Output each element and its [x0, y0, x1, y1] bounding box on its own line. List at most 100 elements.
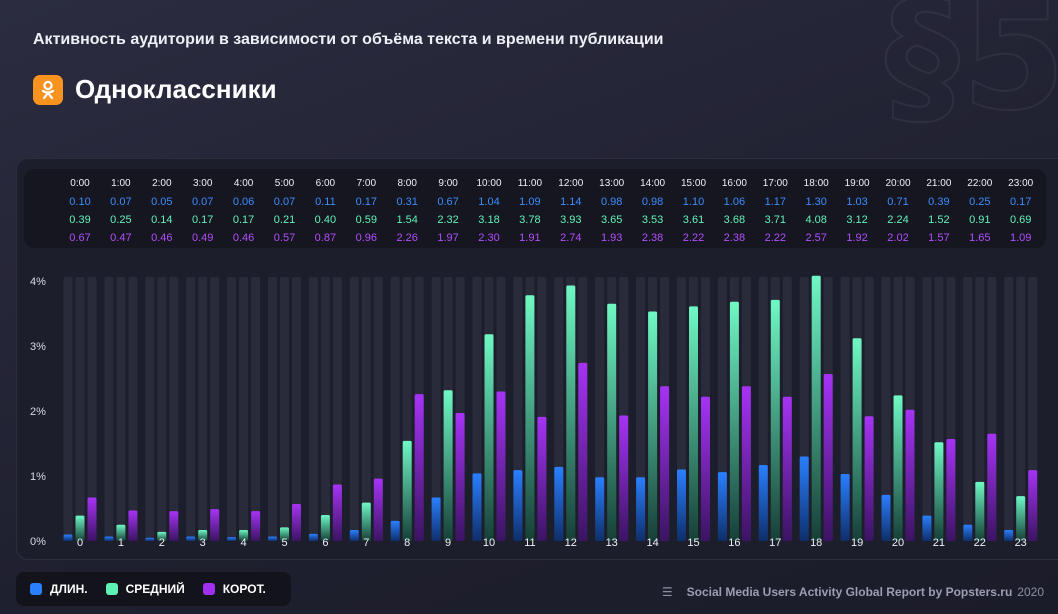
table-value-mid: 0.91 [969, 214, 991, 226]
table-value-long: 0.98 [641, 196, 664, 208]
table-value-long: 0.17 [1009, 196, 1032, 208]
y-tick-label: 2% [30, 406, 46, 418]
bar-short [619, 415, 629, 541]
table-value-mid: 3.65 [600, 214, 623, 226]
bar-track [636, 277, 646, 541]
report-footer: ☰ Social Media Users Activity Global Rep… [662, 585, 1044, 599]
legend-swatch-mid [105, 583, 118, 595]
bar-mid [484, 334, 494, 541]
y-tick-label: 1% [30, 471, 46, 483]
bar-mid [75, 515, 85, 541]
bar-long [349, 529, 359, 541]
table-value-long: 0.10 [69, 196, 91, 208]
bar-mid [975, 481, 985, 541]
table-value-long: 1.06 [723, 196, 746, 208]
table-value-mid: 0.14 [151, 214, 173, 226]
bar-long [431, 497, 441, 541]
values-table-column: 8:00 0.31 1.54 2.26 [387, 177, 427, 247]
values-table-column: 15:00 1.10 3.61 2.22 [674, 177, 714, 247]
x-tick-label: 22 [974, 537, 986, 549]
bar-short [701, 396, 710, 541]
legend-label-mid: СРЕДНИЙ [125, 582, 185, 596]
bar-long [227, 537, 237, 541]
bar-short [864, 416, 874, 541]
bar-long [799, 456, 809, 541]
table-value-long: 0.67 [437, 196, 459, 208]
chart-legend: ДЛИН. СРЕДНИЙ КОРОТ. [16, 572, 291, 606]
bar-long [513, 470, 523, 541]
table-value-short: 1.57 [928, 232, 950, 244]
bar-short [987, 433, 997, 541]
table-value-mid: 1.54 [396, 214, 418, 226]
bar-track [239, 277, 249, 541]
table-time-label: 14:00 [640, 178, 666, 189]
bar-track [390, 277, 400, 541]
bar-long [390, 520, 400, 541]
values-table-column: 3:00 0.07 0.17 0.49 [183, 177, 223, 247]
bar-track [431, 277, 441, 541]
bar-track [128, 277, 138, 541]
x-tick-label: 7 [363, 537, 369, 549]
bar-short [292, 503, 301, 541]
values-table-column: 5:00 0.07 0.21 0.57 [265, 177, 305, 247]
table-value-mid: 3.71 [764, 214, 786, 226]
bar-track [104, 277, 114, 541]
values-table-column: 11:00 1.09 3.78 1.91 [510, 177, 550, 247]
table-time-label: 8:00 [397, 178, 417, 189]
table-time-label: 11:00 [517, 178, 543, 189]
bar-short [128, 510, 138, 541]
bar-long [717, 472, 727, 541]
table-value-mid: 0.40 [314, 214, 337, 226]
table-value-short: 2.38 [641, 232, 664, 244]
bar-short [251, 511, 261, 541]
values-table-column: 4:00 0.06 0.17 0.46 [224, 177, 264, 247]
table-value-short: 0.46 [232, 232, 255, 244]
bar-mid [566, 285, 576, 541]
legend-item-long: ДЛИН. [30, 582, 88, 596]
values-table-column: 16:00 1.06 3.68 2.38 [714, 177, 754, 247]
values-table-column: 19:00 1.03 3.12 1.92 [837, 177, 877, 247]
table-time-label: 3:00 [192, 178, 213, 189]
values-table-column: 10:00 1.04 3.18 2.30 [469, 177, 509, 247]
odnoklassniki-logo-icon [33, 74, 63, 105]
bar-track [116, 277, 126, 541]
table-value-mid: 0.21 [273, 214, 296, 226]
table-value-long: 0.31 [396, 196, 418, 208]
bar-track [186, 277, 196, 541]
bar-short [1028, 470, 1038, 541]
bar-long [554, 466, 564, 541]
values-table-column: 17:00 1.17 3.71 2.22 [755, 177, 795, 247]
table-time-label: 20:00 [885, 178, 911, 189]
bar-track [157, 277, 167, 541]
table-value-mid: 3.68 [723, 214, 746, 226]
table-time-label: 21:00 [926, 178, 952, 189]
table-value-short: 2.26 [396, 232, 418, 244]
bar-short [905, 409, 915, 541]
section-watermark: §5 [884, 0, 1058, 144]
x-tick-label: 0 [77, 537, 83, 549]
bar-mid [280, 527, 289, 541]
bar-mid [729, 301, 739, 541]
table-time-label: 9:00 [438, 178, 458, 189]
table-value-mid: 3.18 [478, 214, 500, 226]
values-table-column: 23:00 0.17 0.69 1.09 [1001, 177, 1041, 247]
table-value-long: 1.30 [805, 196, 827, 208]
table-time-label: 15:00 [680, 178, 707, 189]
bar-short [578, 362, 588, 541]
table-value-short: 1.91 [519, 232, 541, 244]
x-tick-label: 17 [769, 537, 781, 549]
bar-short [87, 497, 97, 541]
bar-track [349, 277, 359, 541]
table-value-mid: 0.59 [355, 214, 377, 226]
table-time-label: 19:00 [844, 178, 870, 189]
bar-mid [361, 502, 371, 541]
bar-track [595, 277, 605, 541]
table-value-long: 0.07 [273, 196, 296, 208]
x-tick-label: 23 [1015, 537, 1027, 549]
table-value-long: 0.11 [315, 196, 336, 208]
table-value-mid: 0.39 [69, 214, 91, 226]
table-value-long: 1.03 [846, 196, 868, 208]
table-value-short: 2.38 [723, 232, 746, 244]
bar-track [251, 277, 261, 541]
table-time-label: 10:00 [476, 178, 502, 189]
